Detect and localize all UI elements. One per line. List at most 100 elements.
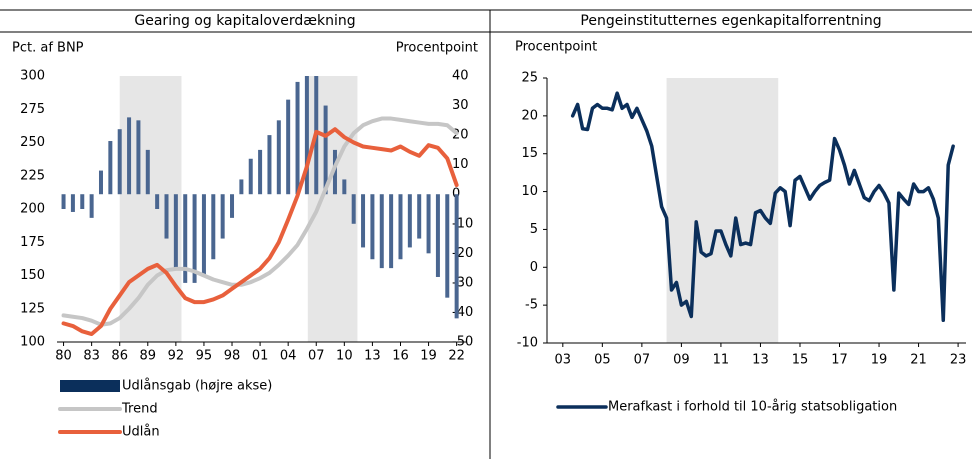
y-tick-label: 25 <box>521 71 538 86</box>
line-series <box>570 91 955 323</box>
bar <box>342 179 347 195</box>
x-tick-label: 03 <box>555 353 572 368</box>
x-tick-label: 07 <box>308 349 325 364</box>
bar <box>89 194 94 218</box>
bar <box>230 194 235 218</box>
bar <box>332 149 337 195</box>
x-tick-label: 16 <box>392 349 409 364</box>
bar <box>370 194 375 260</box>
bar <box>379 194 384 269</box>
bar <box>80 194 85 209</box>
x-tick-label: 86 <box>111 349 128 364</box>
bar <box>192 194 197 283</box>
bar <box>145 149 150 195</box>
y-tick-label: 300 <box>20 69 45 84</box>
y-tick-label: 100 <box>20 335 45 350</box>
x-tick-label: 80 <box>55 349 72 364</box>
x-tick-label: 07 <box>634 353 651 368</box>
y-tick-label: 175 <box>20 235 45 250</box>
bar <box>323 105 328 195</box>
bar <box>201 194 206 277</box>
bar <box>155 194 160 209</box>
bar <box>407 194 412 248</box>
x-tick-label: 19 <box>420 349 437 364</box>
bar <box>98 170 103 195</box>
y2-tick-label: 10 <box>452 157 469 172</box>
bar <box>304 76 309 195</box>
x-tick-label: 19 <box>871 353 888 368</box>
bar <box>398 194 403 260</box>
bar <box>220 194 225 239</box>
x-tick-label: 13 <box>364 349 381 364</box>
bar <box>426 194 431 254</box>
line-series <box>61 116 459 327</box>
bar <box>276 120 281 195</box>
bar <box>211 194 216 260</box>
line-series <box>61 127 459 337</box>
bar <box>445 194 450 298</box>
y-tick-label: -10 <box>517 336 538 351</box>
y-tick-label: 125 <box>20 301 45 316</box>
bar <box>417 194 422 239</box>
y2-axis-label: Procentpoint <box>396 41 478 56</box>
x-tick-label: 01 <box>252 349 269 364</box>
bar <box>389 194 394 269</box>
bar <box>127 117 132 195</box>
y2-tick-label: 30 <box>452 98 469 113</box>
x-tick-label: 21 <box>910 353 927 368</box>
x-tick-label: 15 <box>792 353 809 368</box>
bar <box>173 194 178 269</box>
y-axis-label: Procentpoint <box>515 40 597 55</box>
bar <box>248 158 253 195</box>
bar <box>117 129 122 195</box>
y-tick-label: 225 <box>20 168 45 183</box>
chart-title: Gearing og kapitaloverdækning <box>134 13 355 29</box>
x-tick-label: 23 <box>950 353 967 368</box>
y-tick-label: 0 <box>530 260 538 275</box>
y-tick-label: 5 <box>530 222 538 237</box>
legend-label: Trend <box>121 402 158 417</box>
y-tick-label: 275 <box>20 102 45 117</box>
x-tick-label: 10 <box>336 349 353 364</box>
x-tick-label: 04 <box>280 349 297 364</box>
bar <box>286 99 291 195</box>
legend-swatch <box>60 380 120 392</box>
x-tick-label: 83 <box>83 349 100 364</box>
legend-label: Merafkast i forhold til 10-årig statsobl… <box>608 400 897 415</box>
x-tick-label: 98 <box>224 349 241 364</box>
y-tick-label: 15 <box>521 146 538 161</box>
y-tick-label: 200 <box>20 202 45 217</box>
y-tick-label: -5 <box>525 298 538 313</box>
bar <box>61 194 66 209</box>
y-tick-label: 20 <box>521 108 538 123</box>
bar <box>239 179 244 195</box>
bar <box>267 135 272 195</box>
bar <box>454 194 459 319</box>
x-tick-label: 22 <box>448 349 465 364</box>
bar <box>164 194 169 239</box>
x-tick-label: 95 <box>196 349 213 364</box>
x-tick-label: 05 <box>594 353 611 368</box>
bar <box>435 194 440 277</box>
y-tick-label: 150 <box>20 268 45 283</box>
bar <box>361 194 366 248</box>
x-tick-label: 89 <box>140 349 157 364</box>
x-tick-label: 92 <box>168 349 185 364</box>
shaded-period <box>119 76 182 342</box>
y2-tick-label: 40 <box>452 69 469 84</box>
y-axis-label: Pct. af BNP <box>12 41 84 56</box>
bar <box>295 81 300 195</box>
x-tick-label: 09 <box>673 353 690 368</box>
bar <box>108 141 113 195</box>
bar <box>183 194 188 283</box>
bar <box>351 194 356 224</box>
chart-title: Pengeinstitutternes egenkapitalforrentni… <box>580 13 881 29</box>
x-tick-label: 13 <box>752 353 769 368</box>
bar <box>70 194 75 212</box>
legend-label: Udlånsgab (højre akse) <box>122 379 272 394</box>
legend-label: Udlån <box>122 425 160 440</box>
x-tick-label: 11 <box>713 353 730 368</box>
y-tick-label: 250 <box>20 135 45 150</box>
bar <box>258 149 263 195</box>
